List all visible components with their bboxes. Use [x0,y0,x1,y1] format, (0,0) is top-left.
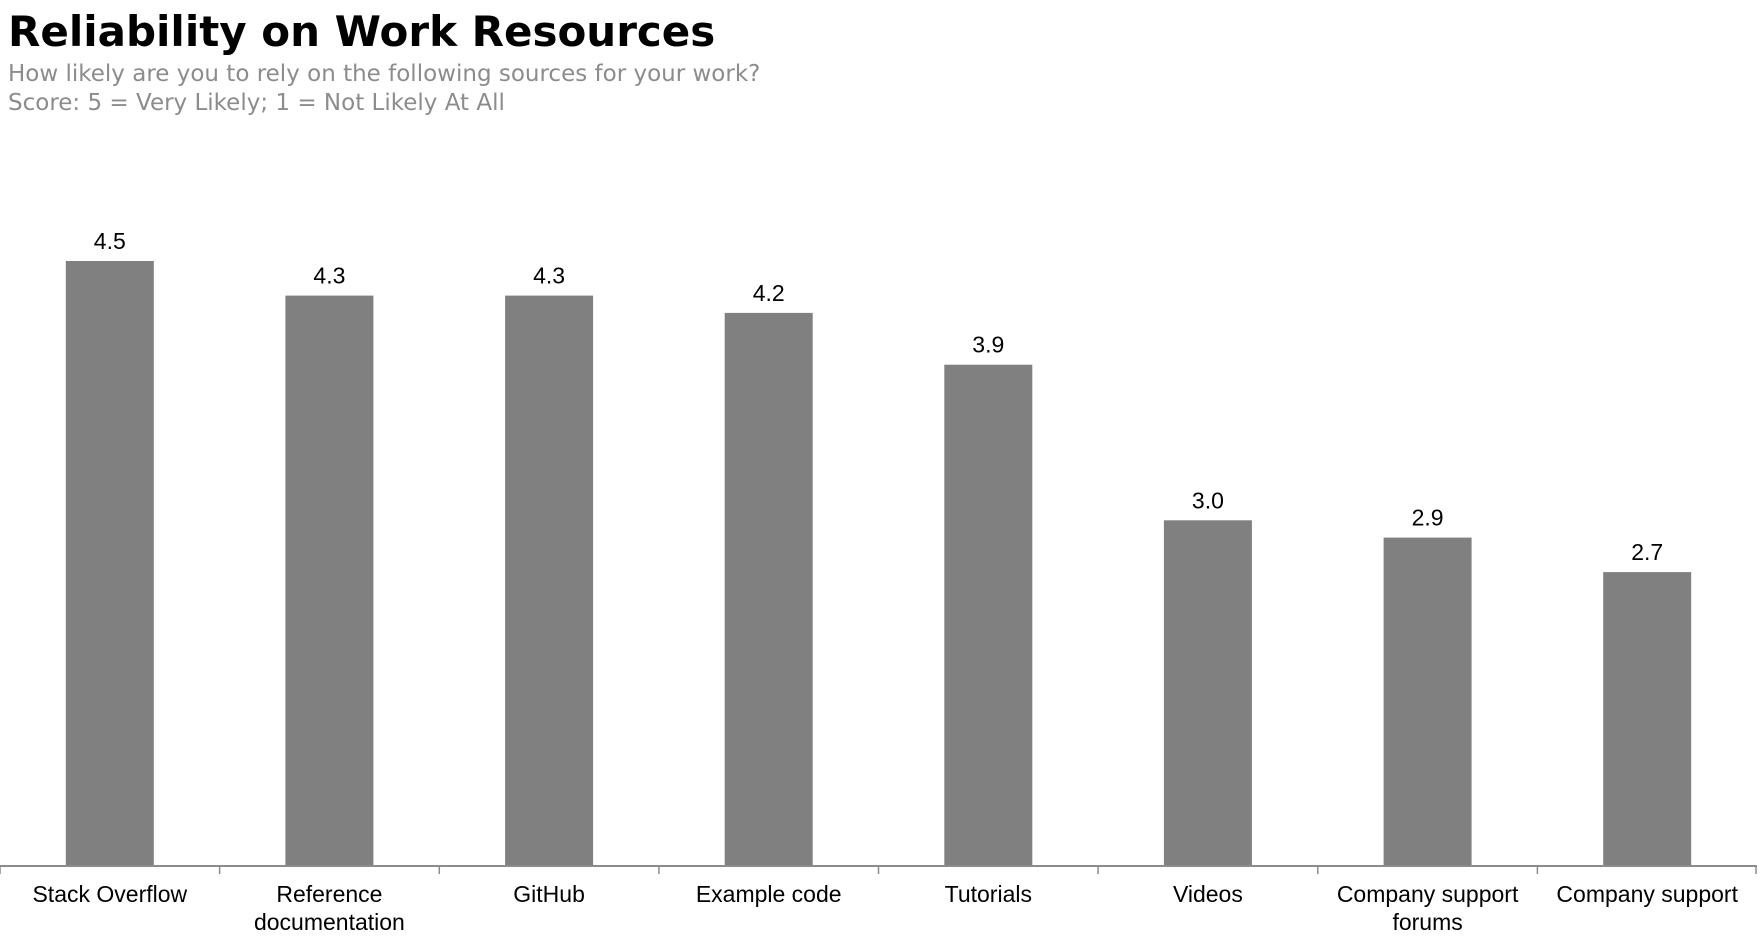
bar-stack-overflow-0 [65,261,154,866]
value-labels-group: 4.5 4.3 4.3 4.2 3.9 3.0 2.9 2.7 [94,228,1663,565]
bar-company-support-forums-6 [1383,537,1472,866]
x-axis [0,865,1757,874]
value-label-github-2: 4.3 [533,263,565,289]
category-label-company-support-7: Company support [1556,881,1738,907]
bar-github-2 [505,295,594,867]
value-label-example-code-3: 4.2 [753,280,785,306]
value-label-reference-documentation-1: 4.3 [313,263,345,289]
bar-tutorials-4 [944,364,1033,866]
value-label-stack-overflow-0: 4.5 [94,228,126,254]
bars-group [65,261,1692,867]
category-label-tutorials-4: Tutorials [945,881,1032,907]
chart-subtitle-question: How likely are you to rely on the follow… [8,61,761,87]
category-labels-group: Stack Overflow Reference documentation GitH… [32,881,1738,935]
category-label-videos-5: Videos [1173,881,1243,907]
value-label-company-support-7: 2.7 [1631,539,1663,565]
chart-subtitle-scale: Score: 5 = Very Likely; 1 = Not Likely A… [8,90,505,116]
chart-title: Reliability on Work Resources [8,7,716,56]
value-label-videos-5: 3.0 [1192,487,1224,513]
category-label-reference-documentation-1: Reference documentation [254,881,405,935]
category-label-company-support-forums-6: Company support forums [1337,881,1519,935]
value-label-company-support-forums-6: 2.9 [1412,505,1444,531]
value-label-tutorials-4: 3.9 [972,332,1004,358]
category-label-stack-overflow-0: Stack Overflow [32,881,187,907]
bar-videos-5 [1163,520,1252,866]
category-label-example-code-3: Example code [696,881,842,907]
bar-reference-documentation-1 [285,295,374,867]
bar-example-code-3 [724,312,813,866]
bar-company-support-7 [1603,572,1692,866]
category-label-github-2: GitHub [513,881,585,907]
